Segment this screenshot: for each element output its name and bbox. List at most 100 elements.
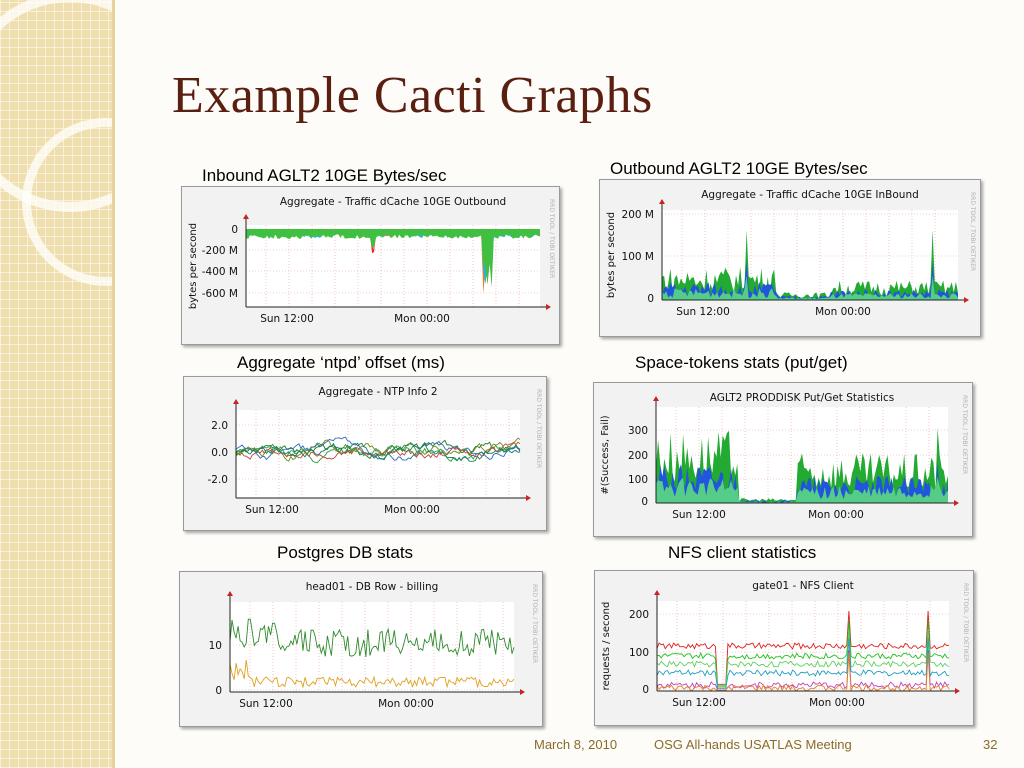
- chart-title: Aggregate - NTP Info 2: [318, 386, 437, 398]
- y-tick-label: 0: [641, 496, 648, 508]
- caption-postgres: Postgres DB stats: [277, 543, 414, 562]
- axis-arrow: [520, 689, 525, 695]
- x-tick-label: Sun 12:00: [260, 313, 314, 325]
- axis-arrow: [243, 214, 249, 219]
- y-tick-label: -200 M: [202, 245, 238, 257]
- footer-event: OSG All-hands USATLAS Meeting: [654, 737, 852, 752]
- caption-space-tokens: Space-tokens stats (put/get): [635, 353, 848, 372]
- series-line: [656, 610, 950, 685]
- chart-title: head01 - DB Row - billing: [306, 581, 439, 593]
- series-line: [656, 649, 950, 691]
- chart-svg: head01 - DB Row - billing 10 0 Sun 12:00 Mon…: [209, 581, 538, 710]
- x-tick-label: Mon 00:00: [384, 504, 440, 516]
- footer-page-number: 32: [983, 737, 998, 752]
- axis-arrow: [955, 688, 960, 694]
- y-tick-label: 0: [215, 685, 222, 697]
- rrdtool-watermark: RRD TOOL / TOBI OETIKER: [531, 584, 538, 663]
- caption-inbound: Inbound AGLT2 10GE Bytes/sec: [202, 166, 447, 185]
- rrdtool-watermark: RRD TOOL / TOBI OETIKER: [548, 199, 555, 278]
- axis-arrow: [526, 495, 531, 501]
- rrdtool-watermark: RRD TOOL / TOBI OETIKER: [969, 192, 976, 271]
- y-tick-label: 2.0: [211, 420, 228, 432]
- y-tick-label: 200: [628, 450, 648, 462]
- y-tick-label: 0: [642, 684, 649, 696]
- slide-title: Example Cacti Graphs: [172, 67, 653, 124]
- x-tick-label: Sun 12:00: [672, 509, 726, 521]
- y-axis-label: #(Success, Fail): [600, 415, 611, 494]
- series-line: [235, 442, 521, 462]
- series-line: [656, 652, 950, 692]
- axis-arrow: [654, 590, 660, 595]
- y-tick-label: 200 M: [622, 209, 654, 221]
- chart-title: gate01 - NFS Client: [752, 580, 854, 592]
- y-tick-label: 0.0: [211, 447, 228, 459]
- graph-postgres: head01 - DB Row - billing 10 0 Sun 12:00 Mon…: [179, 571, 543, 727]
- axis-arrow: [954, 500, 959, 506]
- chart-svg: Aggregate - Traffic dCache 10GE InBound 2…: [606, 189, 976, 318]
- axis-arrow: [653, 396, 659, 401]
- series-line: [229, 660, 515, 689]
- graph-nfs-client: gate01 - NFS Client 200 100 0 Sun 12:00 Mon 0…: [594, 570, 974, 726]
- plot-area: [230, 602, 514, 692]
- y-axis-label: requests / second: [601, 602, 612, 691]
- y-tick-label: 10: [209, 640, 222, 652]
- graph-outbound-traffic: Aggregate - Traffic dCache 10GE InBound 2…: [599, 179, 981, 337]
- graph-space-tokens: AGLT2 PRODDISK Put/Get Statistics 300 200 1…: [593, 382, 973, 537]
- footer-date: March 8, 2010: [534, 737, 618, 752]
- axis-arrow: [659, 199, 665, 204]
- series-line: [235, 441, 521, 464]
- decorative-side-strip: [0, 0, 112, 768]
- series-group: [656, 428, 948, 503]
- y-tick-label: -600 M: [202, 288, 238, 300]
- series-area: [656, 476, 948, 503]
- y-tick-label: 100: [628, 474, 648, 486]
- x-tick-label: Mon 00:00: [809, 697, 865, 709]
- x-tick-label: Mon 00:00: [394, 313, 450, 325]
- x-tick-label: Mon 00:00: [808, 509, 864, 521]
- series-group: [656, 610, 950, 692]
- y-tick-label: -2.0: [208, 474, 229, 486]
- graph-ntp-offset: Aggregate - NTP Info 2 2.0 0.0 -2.0 Sun 12:0…: [183, 376, 547, 531]
- chart-title: Aggregate - Traffic dCache 10GE InBound: [701, 189, 919, 201]
- rrdtool-watermark: RRD TOOL / TOBI OETIKER: [961, 395, 968, 474]
- series-area: [246, 229, 540, 285]
- axis-arrow: [227, 591, 233, 596]
- series-area: [662, 275, 958, 300]
- caption-outbound: Outbound AGLT2 10GE Bytes/sec: [610, 159, 868, 178]
- x-tick-label: Sun 12:00: [245, 504, 299, 516]
- series-area: [662, 230, 958, 300]
- graph-inbound-traffic: Aggregate - Traffic dCache 10GE Outbound…: [181, 186, 560, 345]
- x-tick-label: Mon 00:00: [378, 698, 434, 710]
- series-line: [235, 441, 521, 460]
- series-group: [662, 230, 958, 300]
- y-tick-label: 300: [628, 425, 648, 437]
- x-tick-label: Sun 12:00: [676, 306, 730, 318]
- rrdtool-watermark: RRD TOOL / TOBI OETIKER: [962, 583, 969, 662]
- series-group: [235, 436, 521, 464]
- chart-svg: AGLT2 PRODDISK Put/Get Statistics 300 200 1…: [600, 392, 968, 521]
- series-group: [246, 229, 540, 294]
- y-tick-label: 0: [647, 293, 654, 305]
- rrdtool-watermark: RRD TOOL / TOBI OETIKER: [535, 389, 542, 468]
- chart-svg: Aggregate - Traffic dCache 10GE Outbound…: [188, 196, 555, 325]
- axis-arrow: [233, 399, 239, 404]
- y-axis-label: bytes per second: [188, 223, 199, 309]
- y-tick-label: 100: [629, 647, 649, 659]
- series-group: [229, 618, 515, 689]
- chart-svg: Aggregate - NTP Info 2 2.0 0.0 -2.0 Sun 12:0…: [208, 386, 543, 516]
- chart-title: AGLT2 PRODDISK Put/Get Statistics: [710, 392, 895, 404]
- chart-svg: gate01 - NFS Client 200 100 0 Sun 12:00 Mon 0…: [601, 580, 969, 709]
- caption-nfs: NFS client statistics: [668, 543, 817, 562]
- series-area: [656, 428, 948, 503]
- x-tick-label: Sun 12:00: [239, 698, 293, 710]
- series-line: [656, 620, 950, 687]
- y-tick-label: 100 M: [622, 251, 654, 263]
- series-line: [229, 618, 515, 657]
- series-line: [656, 637, 950, 689]
- series-line: [235, 437, 521, 462]
- y-tick-label: 0: [231, 224, 238, 236]
- axis-arrow: [546, 304, 551, 310]
- axis-arrow: [964, 297, 969, 303]
- y-axis-label: bytes per second: [606, 212, 617, 298]
- series-line: [235, 436, 521, 461]
